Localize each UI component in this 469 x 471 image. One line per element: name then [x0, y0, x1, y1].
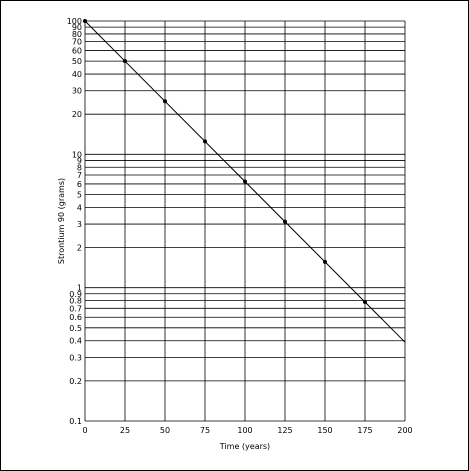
x-tick-label: 75 — [200, 426, 210, 435]
grid-lines — [84, 20, 406, 422]
x-tick-label: 100 — [237, 426, 252, 435]
y-tick-label: 10 — [72, 150, 82, 159]
data-point — [243, 179, 247, 184]
y-tick-label: 5 — [77, 190, 82, 199]
data-points — [83, 19, 367, 305]
x-tick-label: 150 — [317, 426, 332, 435]
y-tick-label: 60 — [72, 47, 82, 56]
y-tick-label: 2 — [77, 244, 82, 253]
data-point — [363, 300, 367, 305]
data-point — [203, 139, 207, 144]
y-tick-label: 0.2 — [69, 377, 82, 386]
y-tick-label: 1 — [77, 284, 82, 293]
y-axis-label: Strontium 90 (grams) — [57, 178, 66, 264]
x-tick-label: 25 — [120, 426, 130, 435]
data-point — [163, 99, 167, 104]
y-tick-label: 4 — [77, 203, 82, 212]
y-tick-label: 7 — [77, 171, 82, 180]
data-point — [283, 219, 287, 224]
y-tick-label: 0.1 — [69, 417, 82, 426]
x-axis-label: Time (years) — [219, 442, 270, 451]
y-tick-label: 0.8 — [69, 297, 82, 306]
y-tick-label: 0.7 — [69, 304, 82, 313]
y-tick-label: 20 — [72, 110, 82, 119]
data-point — [323, 259, 327, 264]
x-tick-labels: 0 25 50 75 100 125 150 175 200 — [82, 426, 412, 435]
y-tick-label: 0.3 — [69, 353, 82, 362]
y-tick-label: 0.6 — [69, 313, 82, 322]
y-tick-label: 9 — [77, 156, 82, 165]
y-tick-label: 30 — [72, 87, 82, 96]
y-tick-label: 80 — [72, 30, 82, 39]
data-point — [123, 59, 127, 64]
data-point — [83, 19, 87, 23]
x-tick-label: 200 — [397, 426, 412, 435]
x-tick-label: 125 — [277, 426, 292, 435]
y-tick-label: 50 — [72, 57, 82, 66]
x-tick-label: 175 — [357, 426, 372, 435]
y-tick-label: 70 — [72, 38, 82, 47]
x-tick-label: 0 — [82, 426, 87, 435]
y-tick-label: 0.4 — [69, 337, 82, 346]
y-tick-label: 6 — [77, 180, 82, 189]
y-tick-label: 0.9 — [69, 290, 82, 299]
y-tick-label: 100 — [67, 17, 82, 26]
y-tick-label: 90 — [72, 23, 82, 32]
x-tick-label: 50 — [160, 426, 170, 435]
y-tick-label: 3 — [77, 220, 82, 229]
y-tick-label: 40 — [72, 70, 82, 79]
y-tick-label: 0.5 — [69, 324, 82, 333]
y-tick-label: 8 — [77, 163, 82, 172]
